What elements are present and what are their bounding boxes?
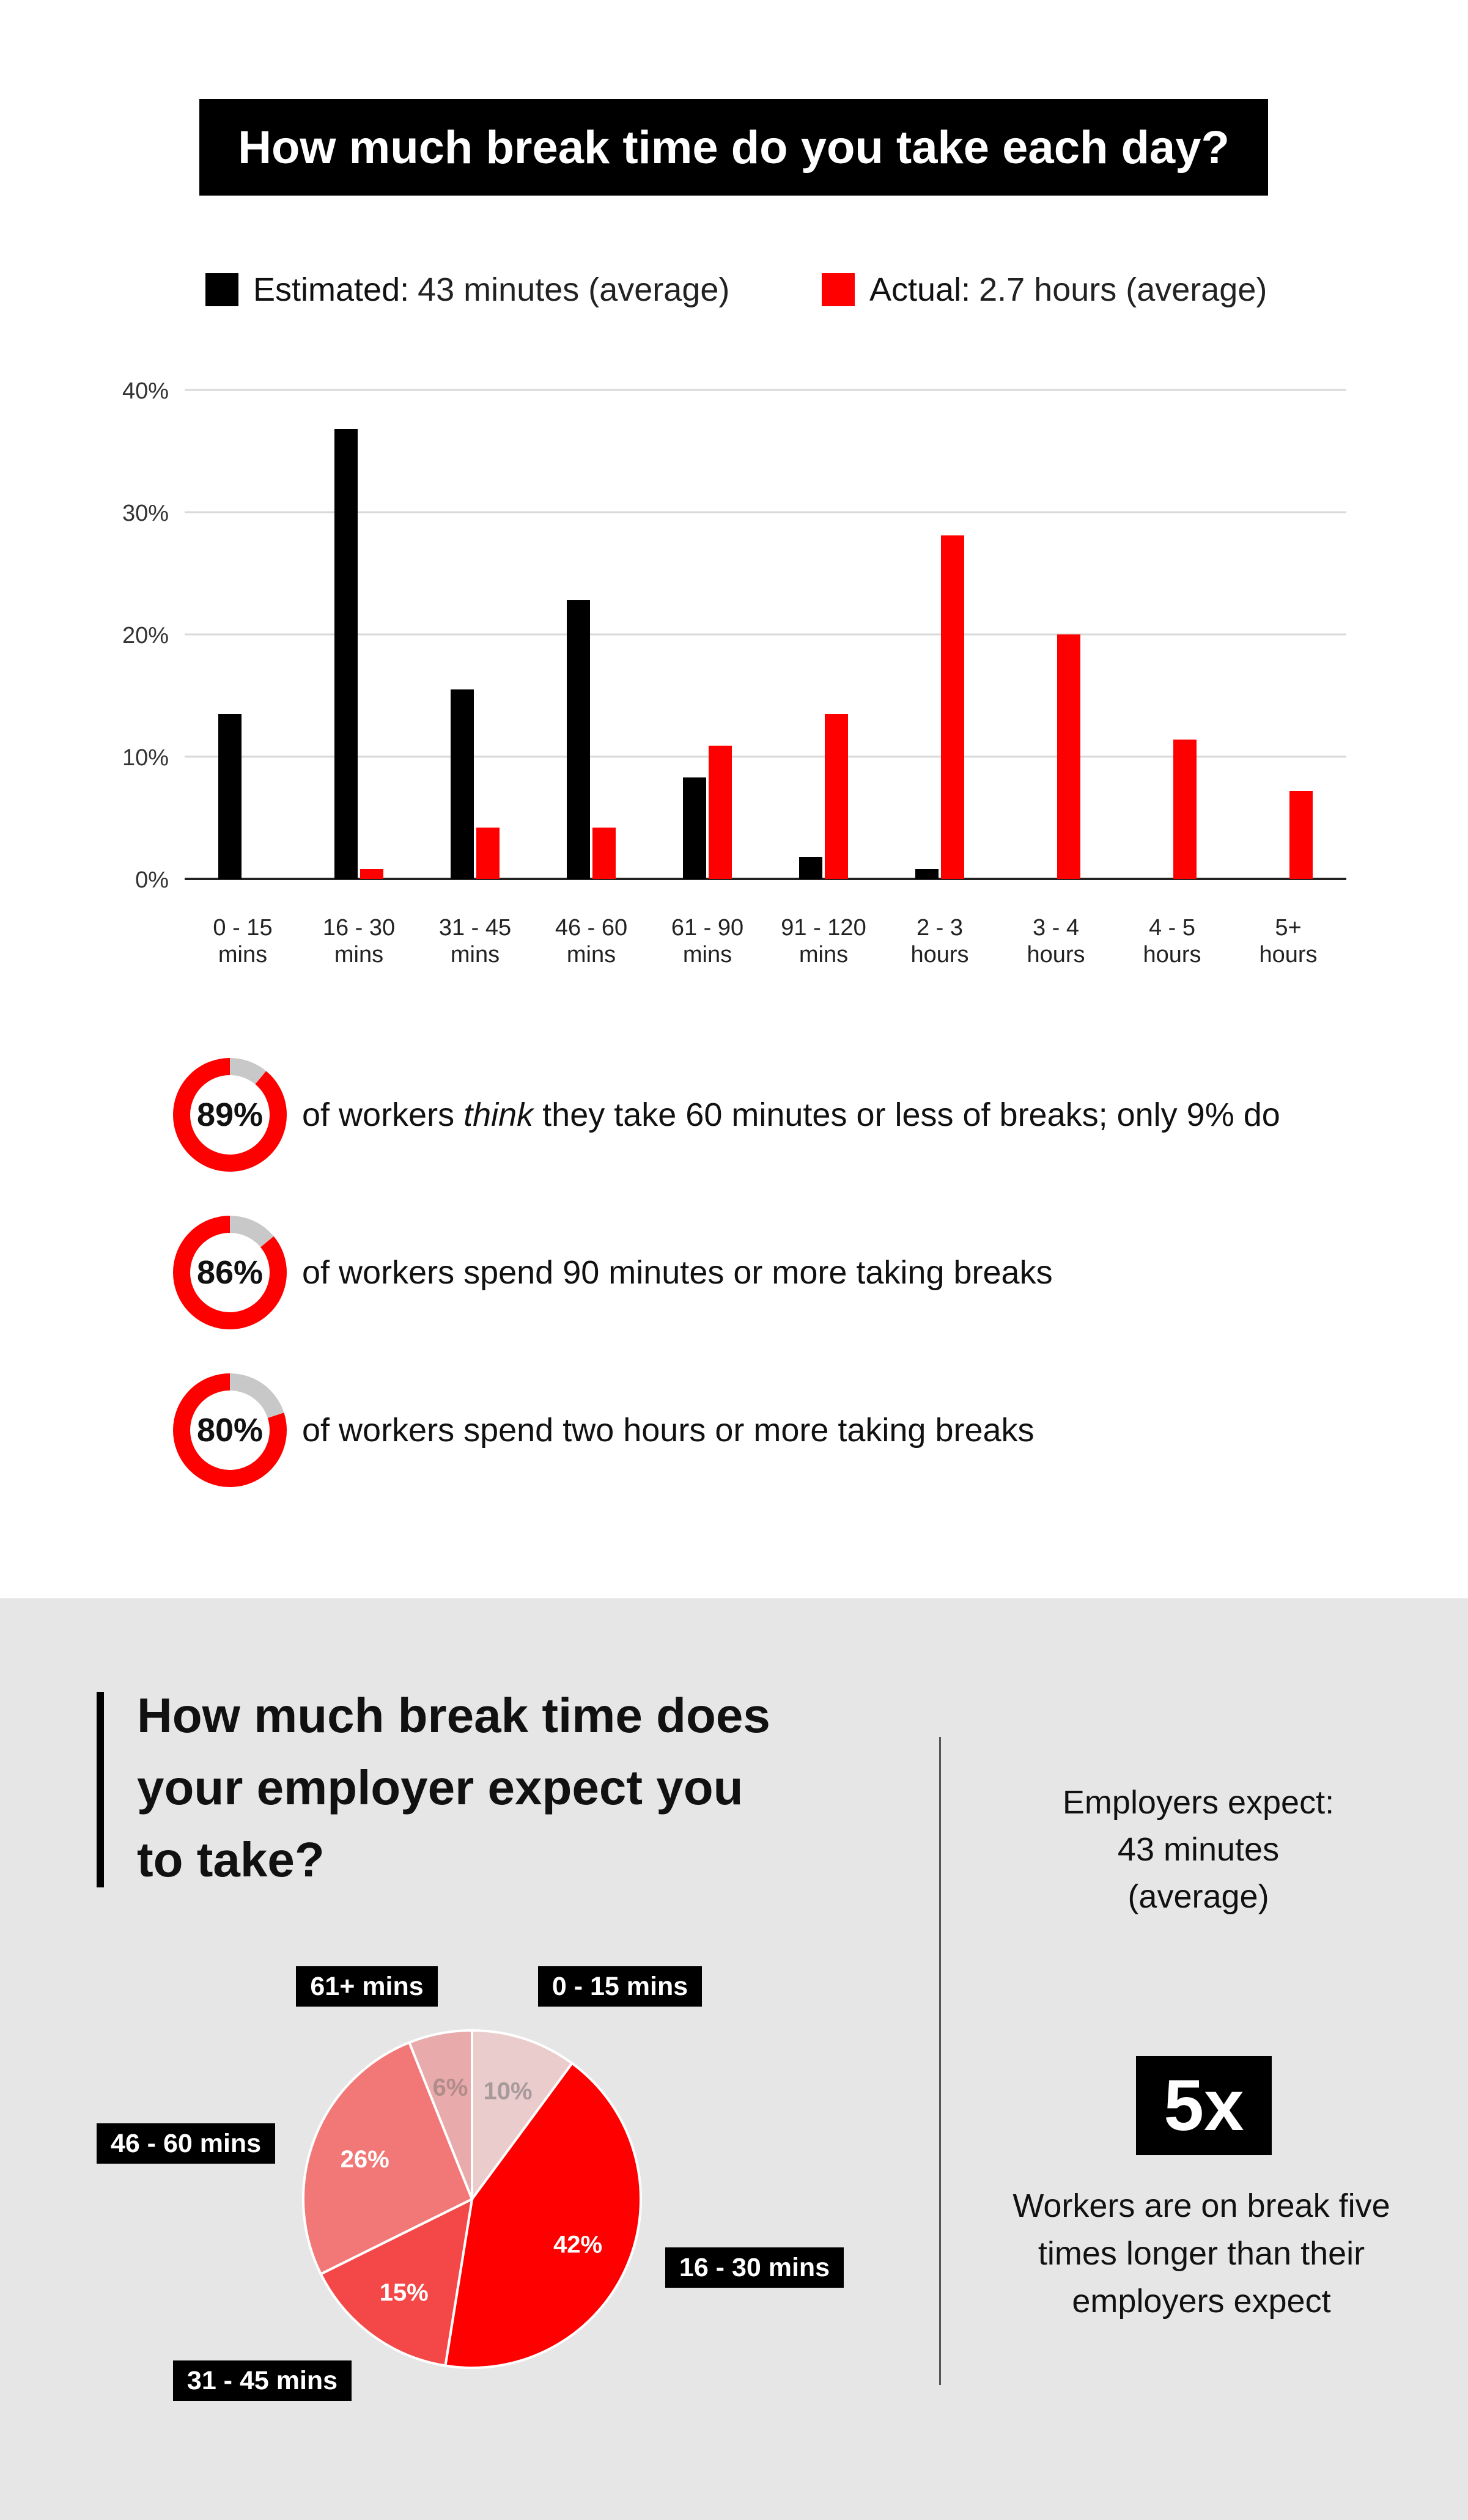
stat-text-1-emphasis: think xyxy=(463,1097,534,1133)
chart-title: How much break time do you take each day… xyxy=(199,99,1268,196)
stat-text-1: of workers think they take 60 minutes or… xyxy=(302,1096,1280,1134)
pie-slice xyxy=(302,2041,474,2276)
pie-label-16-30: 16 - 30 mins xyxy=(665,2247,844,2288)
stat-percent-2: 86% xyxy=(196,1254,264,1291)
y-tick-label: 10% xyxy=(122,745,169,771)
multiplier-badge: 5x xyxy=(1136,2056,1272,2155)
pie-label-31-45: 31 - 45 mins xyxy=(173,2360,352,2401)
x-tick-label: 31 - 45 xyxy=(439,915,511,941)
legend-actual: Actual: 2.7 hours (average) xyxy=(822,265,1267,314)
x-tick-label: 16 - 30 xyxy=(323,915,395,941)
pie-slice-label: 10% xyxy=(484,2078,533,2105)
pie-label-0-15: 0 - 15 mins xyxy=(538,1966,702,2007)
stat-row-2: 86% of workers spend 90 minutes or more … xyxy=(169,1211,1053,1334)
legend-actual-label: Actual: xyxy=(869,271,971,308)
stat-percent-1: 89% xyxy=(196,1097,264,1133)
pie-slice xyxy=(471,2029,574,2203)
bar-estimated xyxy=(218,714,242,879)
y-tick-label: 30% xyxy=(122,501,169,526)
x-tick-label: mins xyxy=(799,942,848,968)
bar-actual xyxy=(360,869,383,879)
donut-graphic-3 xyxy=(173,1373,287,1487)
pie-title: How much break time does your employer e… xyxy=(137,1688,770,1887)
pie-chart: 10% 42% 15% 26% 6% xyxy=(302,2029,642,2369)
bar-estimated xyxy=(451,689,474,879)
x-tick-label: 46 - 60 xyxy=(555,915,627,941)
bar-estimated xyxy=(683,777,706,879)
x-tick-label: 0 - 15 xyxy=(213,915,272,941)
pie-label-61-plus: 61+ mins xyxy=(296,1966,438,2007)
bar-actual xyxy=(941,535,964,879)
x-tick-label: mins xyxy=(218,942,267,968)
x-tick-label: hours xyxy=(1143,942,1201,968)
pie-slice xyxy=(444,2061,642,2369)
stat-text-1-post: they take 60 minutes or less of breaks; … xyxy=(533,1097,1280,1133)
multiplier-description: Workers are on break five times longer t… xyxy=(1012,2188,1390,2320)
stat-row-1: 89% of workers think they take 60 minute… xyxy=(169,1054,1280,1176)
x-tick-label: mins xyxy=(451,942,500,968)
legend-estimated-value: 43 minutes (average) xyxy=(418,271,730,308)
x-tick-label: 5+ xyxy=(1275,915,1301,941)
x-tick-label: hours xyxy=(1027,942,1085,968)
x-tick-label: hours xyxy=(1259,942,1317,968)
bar-estimated xyxy=(567,600,590,879)
stat-text-1-pre: of workers xyxy=(302,1097,464,1133)
pie-label-46-60: 46 - 60 mins xyxy=(97,2123,275,2164)
x-tick-label: mins xyxy=(567,942,616,968)
panel-divider xyxy=(939,1737,941,2385)
bar-estimated xyxy=(334,429,358,879)
legend-actual-value: 2.7 hours (average) xyxy=(979,271,1267,308)
donut-ring-1: 89% xyxy=(169,1054,291,1176)
bar-actual xyxy=(592,828,616,879)
y-tick-label: 20% xyxy=(122,623,169,648)
pie-slice-label: 42% xyxy=(553,2232,602,2258)
bar-estimated xyxy=(799,857,822,879)
stat-text-2: of workers spend 90 minutes or more taki… xyxy=(302,1254,1053,1291)
bar-actual xyxy=(825,714,848,879)
employer-expect-average: (average) xyxy=(1127,1878,1269,1915)
x-tick-label: 2 - 3 xyxy=(917,915,963,941)
bar-estimated xyxy=(915,869,939,879)
legend-estimated: Estimated: 43 minutes (average) xyxy=(205,265,729,314)
pie-slice-label: 26% xyxy=(341,2146,389,2173)
x-tick-label: 91 - 120 xyxy=(781,915,866,941)
donut-ring-3: 80% xyxy=(169,1369,291,1491)
pie-slice-label: 6% xyxy=(433,2074,468,2101)
employer-expect-label: Employers expect: xyxy=(1062,1784,1335,1821)
x-tick-label: mins xyxy=(334,942,383,968)
bar-actual xyxy=(1173,740,1197,879)
x-tick-label: 3 - 4 xyxy=(1033,915,1079,941)
pie-slice xyxy=(407,2029,473,2200)
legend-estimated-label: Estimated: xyxy=(253,271,410,308)
pie-slice-label: 15% xyxy=(380,2279,429,2306)
legend-actual-swatch xyxy=(822,273,855,306)
donut-graphic-1 xyxy=(173,1058,287,1172)
stat-percent-3: 80% xyxy=(196,1412,264,1449)
x-tick-label: mins xyxy=(683,942,732,968)
stat-row-3: 80% of workers spend two hours or more t… xyxy=(169,1369,1035,1491)
stat-text-3: of workers spend two hours or more takin… xyxy=(302,1412,1035,1449)
question-accent-bar xyxy=(97,1692,104,1887)
x-tick-label: 61 - 90 xyxy=(671,915,743,941)
bar-actual xyxy=(1057,634,1080,879)
y-tick-label: 0% xyxy=(135,867,169,893)
donut-graphic-2 xyxy=(173,1216,287,1329)
pie-slice xyxy=(319,2197,474,2367)
bar-actual xyxy=(709,746,732,879)
x-tick-label: hours xyxy=(910,942,968,968)
x-tick-label: 4 - 5 xyxy=(1149,915,1195,941)
bar-actual xyxy=(476,828,500,879)
y-tick-label: 40% xyxy=(122,378,169,404)
legend-estimated-swatch xyxy=(205,273,238,306)
employer-expect-value: 43 minutes xyxy=(1117,1831,1280,1868)
bar-actual xyxy=(1289,791,1313,879)
donut-ring-2: 86% xyxy=(169,1211,291,1334)
